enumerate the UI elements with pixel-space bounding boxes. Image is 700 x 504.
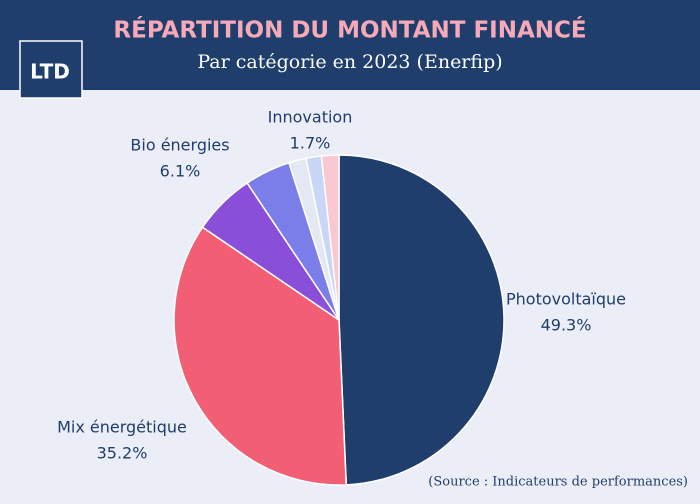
slice-value-label: 49.3% (541, 316, 592, 335)
chart-title: RÉPARTITION DU MONTANT FINANCÉ (113, 16, 586, 44)
pie-slice (338, 154, 505, 486)
slice-label: Innovation (268, 108, 353, 127)
slice-label: Photovoltaïque (506, 290, 626, 309)
slice-label: Mix énergétique (57, 418, 187, 437)
slice-label: Bio énergies (130, 136, 229, 155)
slice-value-label: 1.7% (290, 134, 331, 153)
slice-value-label: 6.1% (160, 162, 201, 181)
logo: LTD (30, 60, 70, 84)
pie: Photovoltaïque 49.3% Mix énergétique 35.2% B… (57, 108, 626, 486)
slice-value-label: 35.2% (97, 444, 148, 463)
chart-subtitle: Par catégorie en 2023 (Enerfip) (197, 51, 502, 73)
header (0, 0, 700, 90)
logo-box (19, 40, 83, 99)
pie-slice (320, 154, 340, 321)
source-note: (Source : Indicateurs de performances) (428, 475, 688, 490)
pie-slice (173, 226, 348, 486)
